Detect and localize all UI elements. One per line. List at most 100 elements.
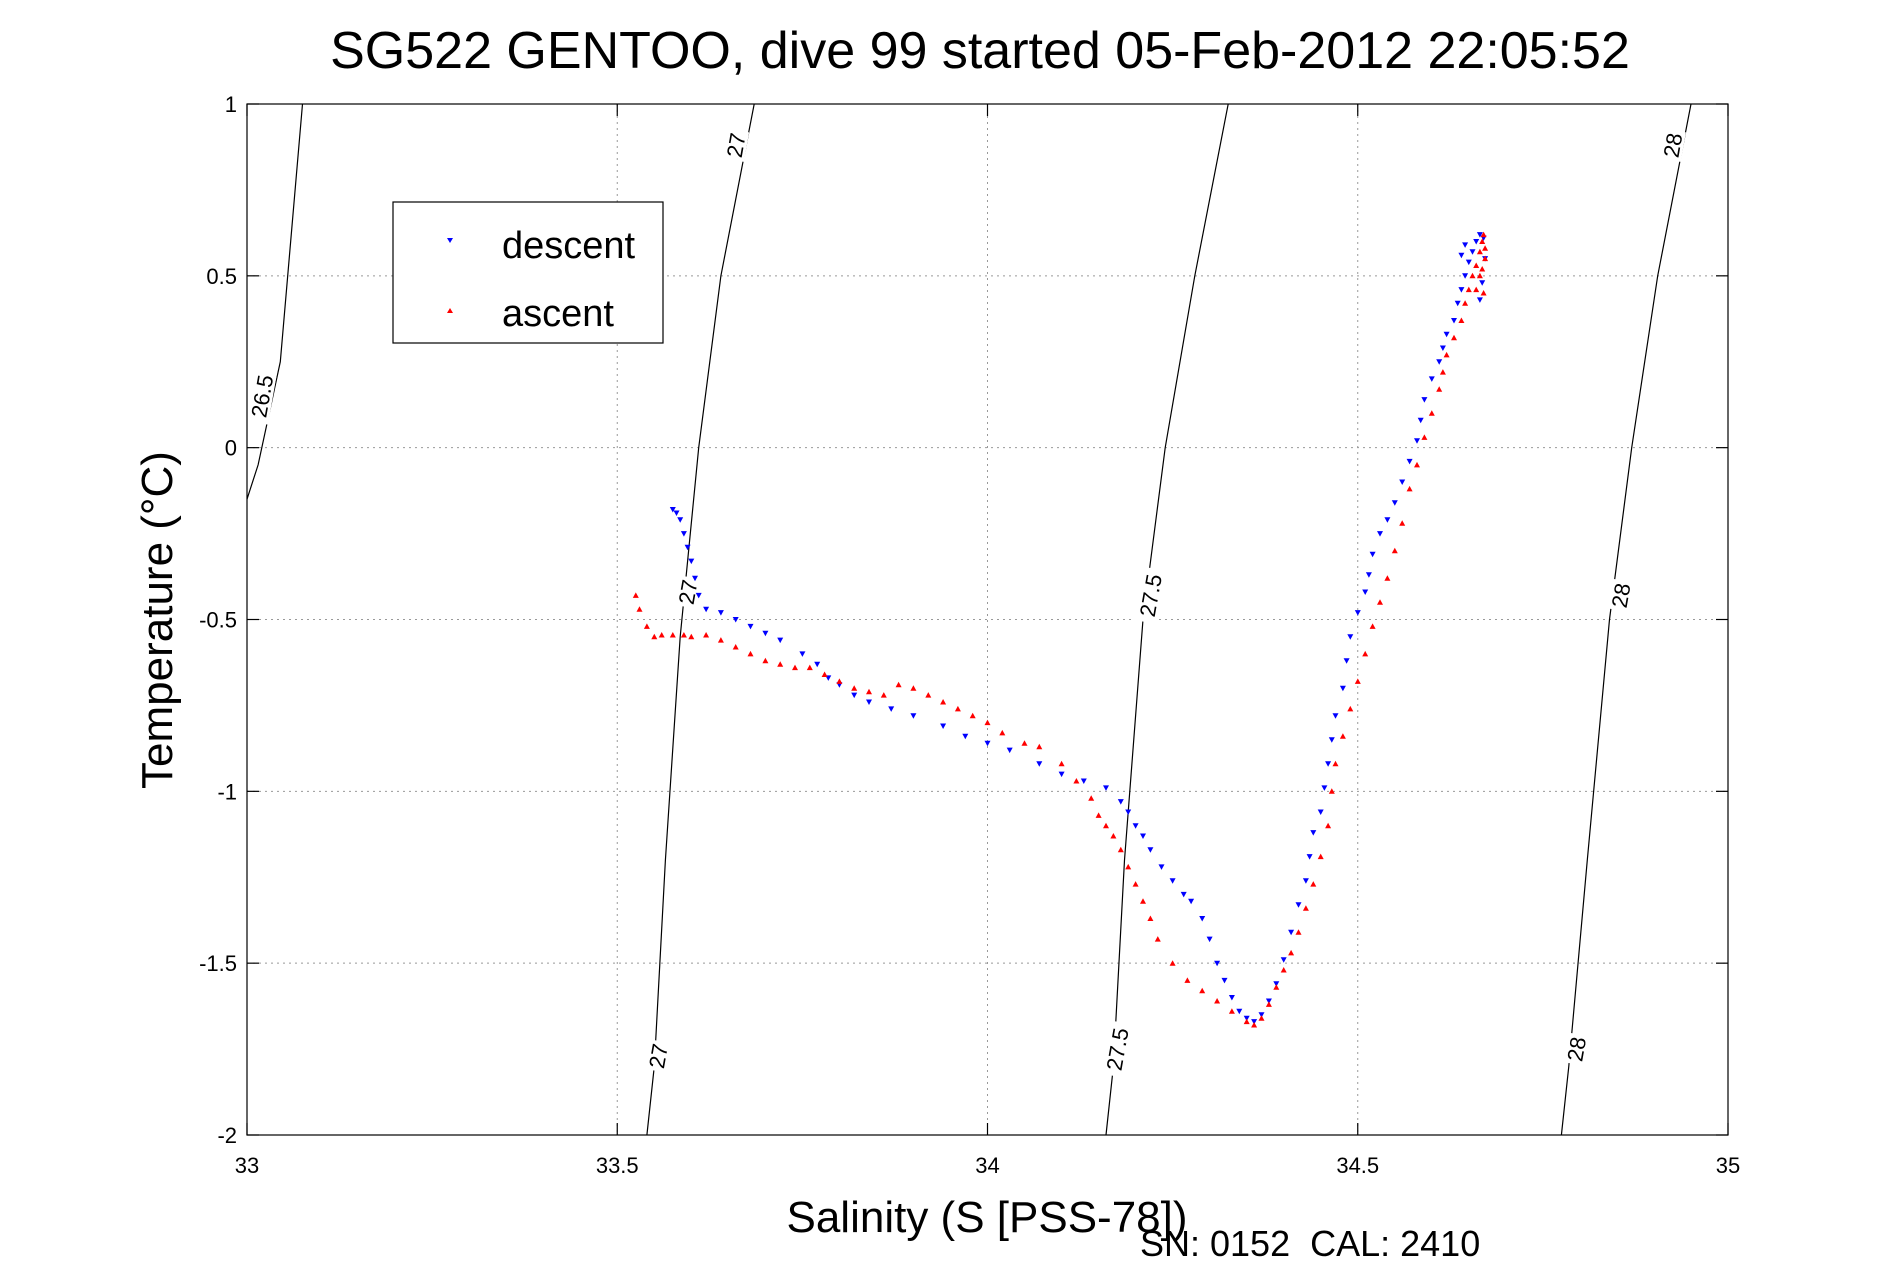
ascent-point [1480,290,1487,296]
ascent-point [1399,520,1406,526]
ascent-point [940,699,947,705]
descent-point [1302,878,1309,884]
descent-point [1228,995,1235,1001]
descent-point [1436,359,1443,365]
descent-point [1317,809,1324,815]
ascent-point [1377,599,1383,605]
descent-point [888,706,895,712]
ascent-point [910,685,917,691]
legend-ascent-label: ascent [502,293,614,335]
x-tick-label: 35 [1716,1153,1740,1178]
descent-point [1199,916,1206,922]
ascent-point [1325,822,1332,829]
ascent-point [1132,881,1139,887]
contour-label-bg [1605,578,1635,613]
ascent-point [1362,650,1369,657]
descent-point [1428,376,1435,382]
descent-point [1236,1008,1243,1015]
descent-point [684,544,691,551]
ascent-point [1482,255,1489,262]
contour-label-bg [1132,566,1166,624]
descent-point [1421,397,1428,403]
ascent-point [658,632,665,638]
contour-label-group: 28 [1560,1032,1591,1066]
ascent-point [1317,853,1324,860]
ascent-point [1280,967,1287,973]
ascent-point [1228,1008,1235,1014]
contour-label: 28 [1607,581,1636,609]
ascent-point [836,678,843,684]
descent-point [1458,252,1465,259]
legend-descent-marker [447,238,453,243]
descent-point [1158,864,1165,870]
legend-box [392,201,664,344]
ascent-point [1243,1018,1250,1025]
descent-point [1321,785,1328,791]
ascent-point [1095,812,1102,818]
ascent-point [1369,623,1376,629]
ascent-point [747,650,754,657]
ascent-point [1302,905,1309,911]
descent-point [1343,658,1350,664]
descent-point [866,699,872,705]
ascent-point [1110,833,1117,839]
descent-point [1206,936,1213,943]
ascent-point [1476,248,1483,255]
descent-point [692,575,698,582]
descent-point [1132,823,1139,829]
descent-point [1469,249,1476,255]
descent-point [732,617,739,623]
contour-label-group: 27.5 [1099,1020,1134,1078]
ascent-point [1140,898,1146,904]
descent-point [673,510,680,516]
descent-point [1479,280,1486,286]
descent-point [1006,747,1013,754]
contour-label: 27 [674,578,703,606]
ascent-point [1258,1015,1265,1021]
ascent-point [1265,1001,1272,1007]
ascent-point [806,664,813,671]
ascent-point [717,637,724,643]
ascent-point [1406,485,1413,492]
descent-point [851,692,858,699]
descent-point [695,592,702,599]
contour-label-bg [672,574,702,609]
ascent-point [643,623,650,629]
ascent-point [1295,929,1302,935]
y-tick-label: -2 [217,1123,237,1148]
contour-label-group: 27 [672,574,703,609]
descent-point [1169,878,1176,884]
descent-point [799,651,806,657]
x-axis-ticks: 33 33.5 34 34.5 35 [235,104,1740,1178]
ascent-point [969,712,976,719]
contour-label-bg [642,1038,672,1073]
ascent-point [1184,977,1191,983]
ascent-point [1058,760,1065,767]
ascent-point [732,644,739,650]
contour-label: 28 [1562,1035,1591,1063]
descent-point [747,623,754,630]
ascent-point [1473,286,1480,293]
ascent-point [1347,705,1354,712]
ascent-point [1354,678,1361,684]
ascent-point [895,681,902,688]
descent-point [1362,589,1369,595]
ascent-point [851,685,858,691]
ascent-point [762,657,769,664]
ascent-point [1021,740,1028,746]
ascent-point [1288,949,1295,956]
ascent-point [651,633,658,640]
contour-label-bg [1560,1032,1590,1066]
descent-point [1295,902,1302,908]
ascent-point [1199,987,1206,994]
ascent-point [688,633,695,640]
descent-point [688,558,695,565]
descent-point [1265,998,1272,1004]
ascent-point [984,719,991,726]
descent-point [1288,929,1295,936]
x-axis-label: Salinity (S [PSS-78]) [786,1193,1187,1242]
descent-point [1243,1015,1250,1022]
y-axis-label: Temperature (°C) [133,451,182,789]
ascent-point [636,606,643,612]
x-tick-label: 34 [975,1153,999,1178]
